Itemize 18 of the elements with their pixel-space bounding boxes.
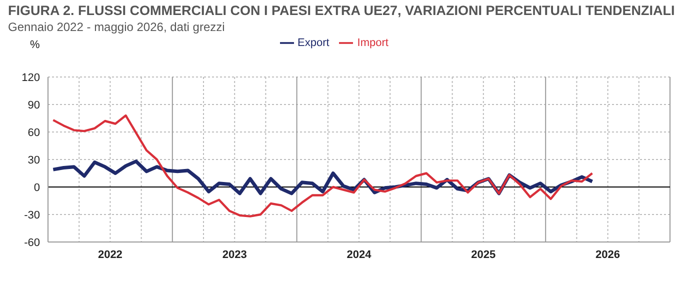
y-tick-label: 90 [28, 99, 40, 112]
x-tick-label: 2023 [222, 248, 247, 261]
y-tick-label: 0 [34, 182, 40, 194]
y-tick-label: 120 [22, 72, 40, 84]
x-tick-label: 2026 [596, 248, 620, 261]
legend-label: Import [357, 36, 388, 49]
x-tick-label: 2025 [471, 248, 496, 261]
y-tick-label: 60 [28, 126, 40, 139]
line-series [52, 114, 594, 218]
y-axis-title: % [30, 39, 40, 51]
x-tick-label: 2024 [346, 248, 372, 261]
y-tick-label: -30 [24, 209, 40, 222]
chart-title: FIGURA 2. FLUSSI COMMERCIALI CON I PAESI EXTRA UE27, VARIAZIONI PERCENTUALI TENDENZIALI [8, 3, 675, 18]
chart-subtitle: Gennaio 2022 - maggio 2026, dati grezzi [8, 20, 225, 34]
y-tick-label: -60 [24, 236, 40, 249]
y-tick-label: 30 [28, 154, 40, 166]
x-tick-label: 2022 [98, 248, 122, 261]
legend-label: Export [298, 36, 330, 49]
